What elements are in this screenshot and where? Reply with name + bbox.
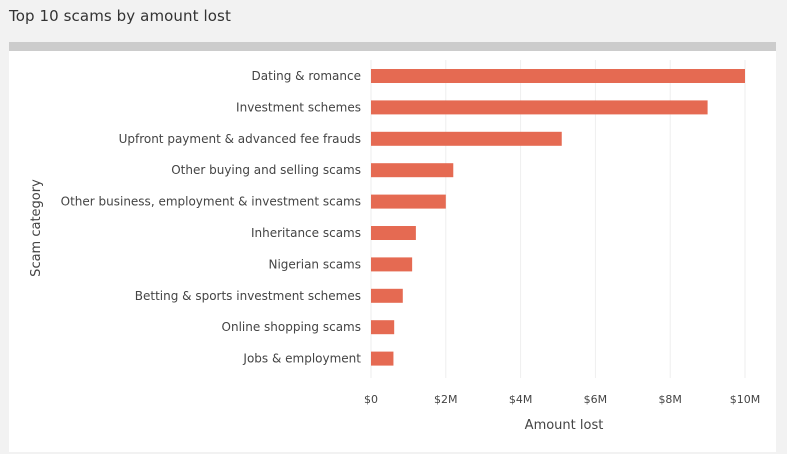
bar[interactable] bbox=[371, 100, 708, 115]
x-tick-label: $0 bbox=[364, 393, 378, 406]
x-tick-labels: $0 $2M $4M $6M $8M $10M bbox=[364, 393, 760, 406]
bar[interactable] bbox=[371, 163, 454, 178]
category-label: Nigerian scams bbox=[269, 257, 362, 271]
x-axis-title: Amount lost bbox=[525, 418, 604, 433]
chart-panel: Dating & romance Investment schemes Upfron… bbox=[9, 42, 776, 452]
chart-header-bar bbox=[9, 42, 776, 51]
bar[interactable] bbox=[371, 131, 562, 146]
x-tick-label: $2M bbox=[434, 393, 458, 406]
category-label: Other buying and selling scams bbox=[171, 163, 361, 177]
bar[interactable] bbox=[371, 351, 394, 366]
x-tick-label: $6M bbox=[584, 393, 608, 406]
bars bbox=[371, 69, 745, 366]
category-label: Other business, employment & investment … bbox=[61, 195, 361, 209]
page-title: Top 10 scams by amount lost bbox=[9, 7, 231, 25]
category-label: Investment schemes bbox=[236, 100, 361, 114]
bar[interactable] bbox=[371, 288, 403, 303]
x-tick-label: $8M bbox=[658, 393, 682, 406]
bar[interactable] bbox=[371, 320, 395, 335]
x-tick-label: $4M bbox=[509, 393, 533, 406]
bar-chart: Dating & romance Investment schemes Upfron… bbox=[29, 60, 760, 433]
y-axis-title: Scam category bbox=[29, 179, 44, 277]
category-label: Upfront payment & advanced fee frauds bbox=[119, 132, 361, 146]
bar[interactable] bbox=[371, 257, 413, 272]
category-labels: Dating & romance Investment schemes Upfron… bbox=[61, 69, 362, 366]
bar[interactable] bbox=[371, 194, 446, 209]
bar[interactable] bbox=[371, 69, 745, 83]
category-label: Betting & sports investment schemes bbox=[135, 289, 361, 303]
bar[interactable] bbox=[371, 226, 416, 240]
x-tick-label: $10M bbox=[730, 393, 761, 406]
category-label: Online shopping scams bbox=[222, 320, 361, 334]
category-label: Dating & romance bbox=[252, 69, 361, 83]
category-label: Inheritance scams bbox=[251, 226, 361, 240]
category-label: Jobs & employment bbox=[242, 352, 361, 366]
